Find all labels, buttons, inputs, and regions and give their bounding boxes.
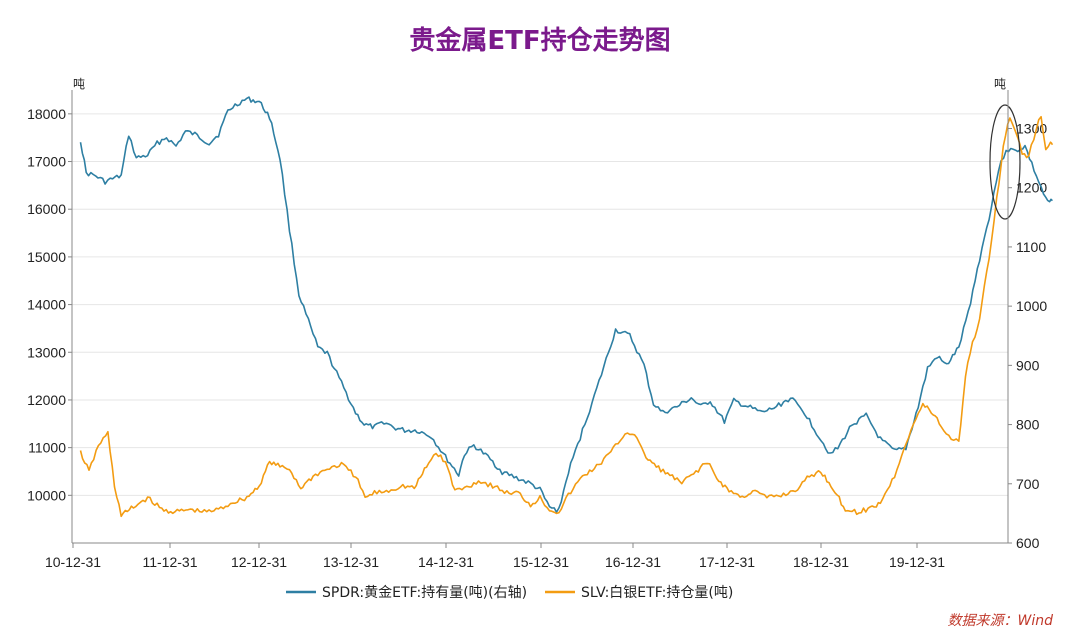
legend-label-slv: SLV:白银ETF:持仓量(吨) bbox=[581, 585, 733, 601]
highlight-ellipse bbox=[989, 104, 1021, 220]
series-lines bbox=[79, 96, 1054, 518]
left-tick-label: 12000 bbox=[27, 392, 66, 408]
x-tick-label: 17-12-31 bbox=[699, 554, 755, 570]
left-tick-label: 17000 bbox=[27, 154, 66, 170]
grid bbox=[72, 113, 1008, 496]
left-axis-ticks: 10000 11000 12000 13000 14000 15000 16000 17000… bbox=[27, 106, 72, 503]
left-tick-label: 15000 bbox=[27, 249, 66, 265]
right-axis-unit: 吨 bbox=[994, 77, 1006, 91]
legend-label-spdr: SPDR:黄金ETF:持有量(吨)(右轴) bbox=[322, 584, 527, 601]
x-axis-ticks: 10-12-31 11-12-31 12-12-31 13-12-31 14-12-31… bbox=[45, 543, 945, 570]
source-note: 数据来源：Wind bbox=[948, 613, 1054, 629]
x-tick-label: 11-12-31 bbox=[142, 554, 197, 570]
left-tick-label: 10000 bbox=[27, 487, 66, 503]
x-tick-label: 12-12-31 bbox=[231, 554, 287, 570]
legend: SPDR:黄金ETF:持有量(吨)(右轴) SLV:白银ETF:持仓量(吨) bbox=[286, 584, 733, 601]
right-tick-label: 1000 bbox=[1016, 298, 1047, 314]
left-axis-unit: 吨 bbox=[73, 77, 85, 91]
right-tick-label: 700 bbox=[1016, 476, 1040, 492]
left-tick-label: 16000 bbox=[27, 201, 66, 217]
x-tick-label: 19-12-31 bbox=[889, 554, 945, 570]
left-tick-label: 11000 bbox=[28, 440, 66, 456]
series-line-spdr bbox=[79, 96, 1053, 513]
left-tick-label: 13000 bbox=[27, 344, 66, 360]
right-tick-label: 600 bbox=[1016, 535, 1040, 551]
right-tick-label: 1100 bbox=[1016, 239, 1046, 255]
chart-title: 贵金属ETF持仓走势图 bbox=[409, 25, 670, 56]
right-tick-label: 1300 bbox=[1016, 120, 1047, 136]
x-tick-label: 10-12-31 bbox=[45, 554, 101, 570]
x-tick-label: 14-12-31 bbox=[418, 554, 474, 570]
x-tick-label: 18-12-31 bbox=[793, 554, 849, 570]
x-tick-label: 16-12-31 bbox=[605, 554, 661, 570]
series-line-slv bbox=[79, 115, 1054, 518]
x-tick-label: 15-12-31 bbox=[513, 554, 569, 570]
x-tick-label: 13-12-31 bbox=[323, 554, 379, 570]
left-tick-label: 18000 bbox=[27, 106, 66, 122]
right-tick-label: 800 bbox=[1016, 417, 1040, 433]
left-tick-label: 14000 bbox=[27, 297, 66, 313]
right-tick-label: 900 bbox=[1016, 357, 1040, 373]
